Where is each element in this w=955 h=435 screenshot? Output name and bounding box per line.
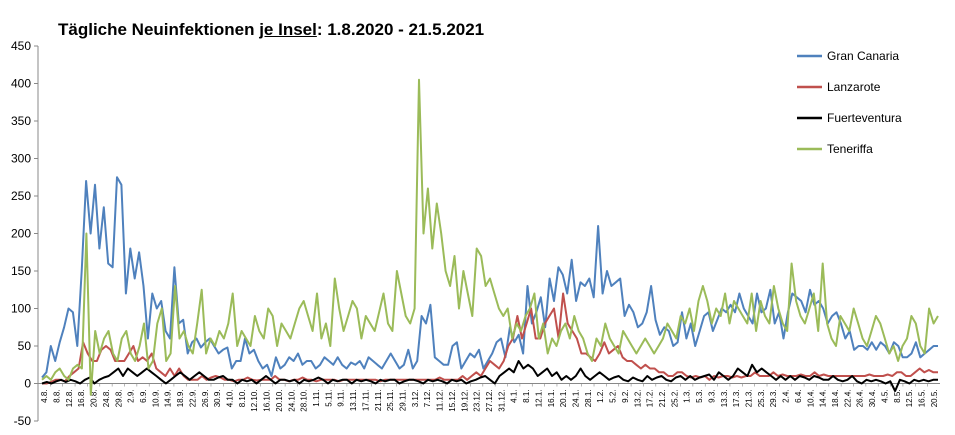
x-tick-label: 4.1.: [510, 390, 519, 403]
x-tick-label: 18.4.: [831, 390, 840, 408]
x-tick-label: 25.2.: [670, 390, 679, 408]
y-tick-label: 250: [11, 189, 31, 203]
x-tick-label: 10.9.: [151, 390, 160, 408]
y-tick-label: 200: [11, 227, 31, 241]
series-line-teneriffa: [41, 78, 939, 396]
x-tick-label: 22.9.: [188, 390, 197, 408]
y-tick-label: 350: [11, 114, 31, 128]
y-tick-label: -50: [14, 414, 32, 428]
x-tick-label: 10.4.: [806, 390, 815, 408]
x-tick-label: 27.12.: [485, 390, 494, 412]
x-tick-label: 13.2.: [633, 390, 642, 408]
legend-label: Lanzarote: [827, 80, 881, 94]
x-tick-label: 8.1.: [522, 390, 531, 403]
y-tick-label: 100: [11, 302, 31, 316]
x-tick-label: 13.3.: [720, 390, 729, 408]
x-tick-label: 21.11.: [374, 390, 383, 412]
series-line-gran-canaria: [41, 176, 938, 379]
x-tick-label: 12.5.: [905, 390, 914, 408]
x-tick-label: 5.11.: [324, 390, 333, 407]
x-tick-label: 8.5.: [893, 390, 902, 403]
x-tick-label: 23.12.: [473, 390, 482, 412]
x-tick-label: 9.3.: [707, 390, 716, 403]
x-tick-label: 28.1.: [584, 390, 593, 408]
x-tick-label: 12.8.: [65, 390, 74, 408]
x-tick-label: 20.1.: [559, 390, 568, 408]
x-tick-label: 20.8.: [90, 390, 99, 408]
x-tick-label: 16.10.: [263, 390, 272, 412]
x-tick-label: 18.9.: [176, 390, 185, 408]
x-tick-label: 24.1.: [571, 390, 580, 408]
x-tick-label: 4.8.: [40, 390, 49, 403]
legend: Gran Canaria Lanzarote Fuerteventura Teneri…: [797, 49, 902, 156]
x-tick-label: 1.2.: [596, 390, 605, 403]
x-tick-label: 30.9.: [213, 390, 222, 408]
x-tick-label: 6.4.: [794, 390, 803, 403]
x-tick-label: 22.4.: [843, 390, 852, 408]
x-tick-label: 4.5.: [880, 390, 889, 403]
series-line-fuerteventura: [41, 360, 938, 392]
x-tick-label: 8.10.: [238, 390, 247, 408]
x-tick-label: 4.10.: [226, 390, 235, 408]
x-tick-label: 15.12.: [448, 390, 457, 412]
x-tick-label: 16.1.: [547, 390, 556, 408]
x-tick-label: 20.10.: [275, 390, 284, 412]
x-tick-label: 8.8.: [53, 390, 62, 403]
x-tick-label: 14.9.: [164, 390, 173, 408]
x-tick-label: 1.11.: [312, 390, 321, 407]
x-tick-label: 24.10.: [287, 390, 296, 412]
x-axis: 4.8. 8.8. 12.8. 16.8. 20.8. 24.8. 29.8. 2.9. 6.9…: [37, 383, 940, 412]
y-tick-label: 50: [18, 339, 32, 353]
x-tick-label: 17.3.: [732, 390, 741, 408]
x-tick-label: 19.12.: [460, 390, 469, 412]
x-tick-label: 2.9.: [127, 390, 136, 403]
x-tick-label: 11.12.: [436, 390, 445, 412]
y-tick-label: 150: [11, 264, 31, 278]
x-tick-label: 29.8.: [114, 390, 123, 408]
x-tick-label: 7.12.: [423, 390, 432, 408]
x-tick-label: 1.3.: [683, 390, 692, 403]
series-line-lanzarote: [42, 292, 938, 385]
x-tick-label: 13.11.: [349, 390, 358, 412]
x-tick-label: 26.9.: [201, 390, 210, 408]
y-tick-label: 300: [11, 152, 31, 166]
x-tick-label: 31.12.: [497, 390, 506, 412]
x-tick-label: 17.2.: [646, 390, 655, 408]
x-tick-label: 30.4.: [868, 390, 877, 408]
legend-label: Teneriffa: [827, 142, 873, 156]
y-tick-label: 0: [24, 377, 31, 391]
x-tick-label: 29.3.: [769, 390, 778, 408]
x-tick-label: 16.8.: [77, 390, 86, 408]
y-axis: -50 0 50 100 150 200 250 300 350 400 450: [11, 39, 39, 428]
x-tick-label: 28.10.: [300, 390, 309, 412]
y-tick-label: 400: [11, 77, 31, 91]
y-tick-label: 450: [11, 39, 31, 53]
x-tick-label: 21.2.: [658, 390, 667, 408]
series-lines: [41, 78, 939, 396]
x-tick-label: 25.11.: [386, 390, 395, 412]
x-tick-label: 14.4.: [819, 390, 828, 408]
legend-label: Fuerteventura: [827, 111, 902, 125]
x-tick-label: 5.2.: [609, 390, 618, 403]
x-tick-label: 5.3.: [695, 390, 704, 403]
x-tick-label: 9.11.: [337, 390, 346, 407]
x-tick-label: 2.4.: [782, 390, 791, 403]
x-tick-label: 26.4.: [856, 390, 865, 408]
x-tick-label: 20.5.: [930, 390, 939, 408]
x-tick-label: 21.3.: [744, 390, 753, 408]
x-tick-label: 25.3.: [757, 390, 766, 408]
x-tick-label: 6.9.: [139, 390, 148, 403]
chart-title: Tägliche Neuinfektionen je Insel: 1.8.20…: [58, 20, 485, 39]
x-tick-label: 3.12.: [411, 390, 420, 408]
x-tick-label: 12.10.: [250, 390, 259, 412]
x-tick-label: 29.11.: [399, 390, 408, 412]
x-tick-label: 9.2.: [621, 390, 630, 403]
legend-label: Gran Canaria: [827, 49, 899, 63]
x-tick-label: 17.11.: [361, 390, 370, 412]
x-tick-label: 24.8.: [102, 390, 111, 408]
x-tick-label: 16.5.: [917, 390, 926, 408]
x-tick-label: 12.1.: [534, 390, 543, 408]
